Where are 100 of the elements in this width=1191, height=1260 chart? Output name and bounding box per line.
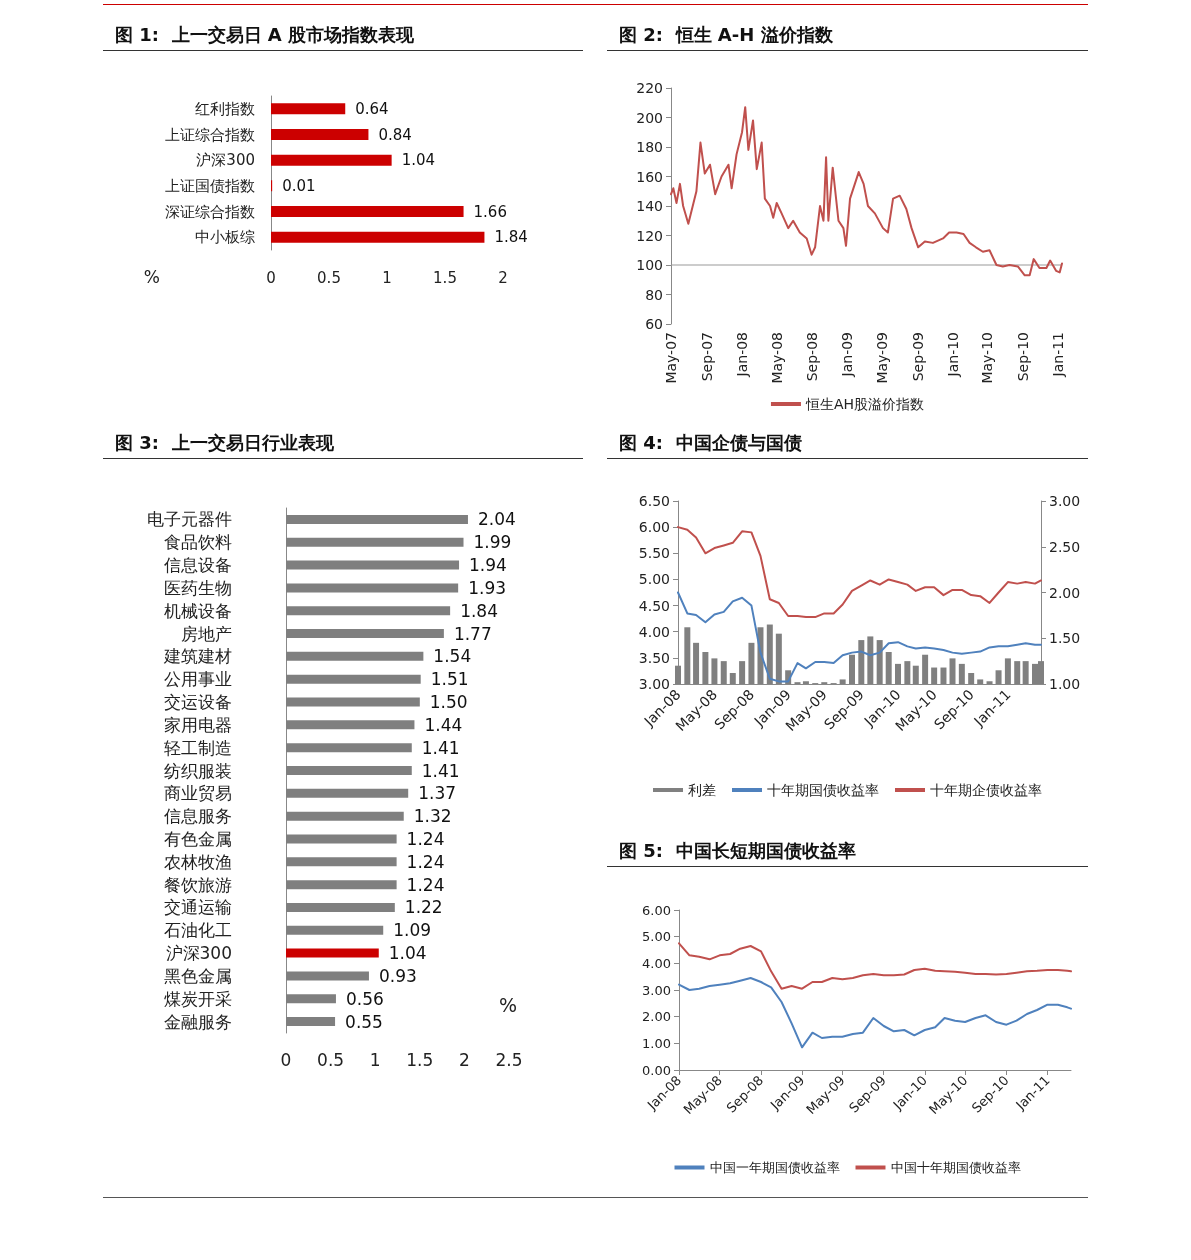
x-tick-label: Sep-10 [1015, 332, 1032, 382]
y2-tick-label: 2.00 [1049, 584, 1081, 601]
line-series [678, 942, 1072, 990]
data-label: 1.37 [418, 783, 457, 804]
y-tick-label: 农林牧渔 [164, 851, 232, 872]
y-tick-label: 房地产 [181, 623, 232, 644]
y-tick-label: 160 [636, 168, 663, 185]
y-tick-label: 医药生物 [164, 577, 232, 598]
y-tick-label: 信息设备 [164, 555, 232, 576]
line-series [670, 106, 1063, 277]
x-tick-label: Jan-08 [733, 332, 750, 378]
y-tick-label: 中小板综 [195, 228, 255, 247]
y-tick-label: 6.00 [638, 519, 670, 536]
legend-label: 中国十年期国债收益率 [890, 1160, 1021, 1175]
data-label: 1.41 [421, 737, 460, 758]
legend-label: 十年期国债收益率 [767, 782, 879, 798]
data-label: 0.64 [355, 99, 389, 118]
y-tick-label: 石油化工 [164, 920, 232, 941]
y-tick-label: 2.00 [642, 1009, 671, 1025]
y-tick-label: 5.00 [638, 571, 670, 588]
y-tick-label: 120 [636, 227, 663, 244]
x-tick-label: May-08 [768, 332, 785, 384]
bar [271, 206, 464, 217]
y-tick-label: 有色金属 [164, 828, 232, 849]
y-tick-label: 1.00 [642, 1035, 671, 1051]
y-tick-label: 电子元器件 [147, 509, 232, 530]
y-tick-label: 4.00 [642, 955, 671, 971]
data-label: 0.84 [378, 125, 412, 144]
y-tick-label: 红利指数 [195, 99, 255, 118]
data-label: 1.24 [406, 874, 445, 895]
y-tick-label: 信息服务 [164, 806, 232, 827]
data-label: 1.84 [494, 228, 528, 247]
y-tick-label: 餐饮旅游 [164, 874, 232, 895]
y-tick-label: 沪深300 [196, 151, 255, 170]
data-label: 0.93 [378, 965, 417, 986]
y-tick-label: 商业贸易 [164, 783, 232, 804]
x-tick-label: 2.5 [495, 1049, 523, 1070]
chart-title: 图 2: 恒生 A-H 溢价指数 [607, 20, 1088, 51]
y2-tick-label: 1.00 [1049, 676, 1081, 692]
data-label: 1.32 [413, 806, 452, 827]
legend-label: 恒生AH股溢价指数 [804, 396, 925, 412]
y-tick-label: 食品饮料 [164, 532, 232, 553]
x-tick-label: 2 [498, 268, 508, 287]
bar [271, 231, 485, 243]
bar [286, 948, 379, 958]
y-tick-label: 100 [636, 257, 663, 273]
y-tick-label: 180 [636, 139, 663, 155]
data-label: 0.55 [345, 1011, 383, 1032]
x-tick-label: Sep-07 [698, 332, 715, 382]
x-tick-label: Jan-10 [944, 332, 961, 378]
y-tick-label: 220 [636, 80, 663, 96]
legend-label: 中国一年期国债收益率 [709, 1160, 840, 1175]
data-label: 1.04 [401, 151, 436, 170]
data-label: 1.41 [421, 760, 460, 781]
data-label: 1.66 [473, 202, 507, 221]
x-tick-label: May-09 [874, 332, 891, 384]
y-tick-label: 建筑建材 [163, 646, 232, 667]
data-label: 1.99 [473, 532, 512, 553]
y-tick-label: 轻工制造 [164, 737, 232, 758]
data-label: 1.24 [406, 828, 445, 849]
data-label: 0.01 [282, 176, 316, 195]
x-tick-label: Jan-09 [839, 332, 856, 378]
data-label: 1.84 [460, 600, 498, 621]
x-tick-label: 2 [458, 1049, 470, 1070]
y-tick-label: 交运设备 [164, 692, 232, 713]
y-tick-label: 4.00 [638, 623, 670, 640]
data-label: 1.54 [433, 646, 472, 667]
y-tick-label: 3.00 [642, 982, 671, 998]
y-tick-label: 5.50 [638, 545, 670, 562]
data-label: 1.04 [388, 943, 427, 964]
y-tick-label: 上证综合指数 [165, 125, 255, 144]
x-axis-title: % [143, 266, 160, 287]
y-tick-label: 沪深300 [165, 943, 232, 964]
y-tick-label: 交通运输 [164, 897, 232, 918]
y-tick-label: 3.00 [638, 676, 670, 692]
y-tick-label: 黑色金属 [164, 965, 232, 986]
chart-title: 图 4: 中国企债与国债 [607, 428, 1088, 459]
y-tick-label: 3.50 [638, 649, 670, 666]
x-tick-label: Sep-09 [909, 332, 926, 382]
legend-label: 利差 [688, 782, 716, 798]
chart-title: 图 3: 上一交易日行业表现 [103, 428, 583, 459]
x-tick-label: 1.5 [433, 268, 457, 287]
data-label: 1.24 [406, 851, 445, 872]
y-tick-label: 80 [645, 286, 663, 303]
data-label: 1.50 [429, 692, 468, 713]
x-tick-label: 0 [266, 268, 276, 287]
bar [271, 129, 369, 140]
data-label: 1.09 [393, 920, 432, 941]
x-tick-label: May-10 [979, 332, 996, 384]
x-tick-label: 1 [382, 268, 392, 287]
legend-label: 十年期企债收益率 [930, 782, 1042, 798]
bar [271, 154, 392, 166]
y-tick-label: 纺织服装 [164, 760, 232, 781]
data-label: 1.51 [430, 669, 469, 690]
y-tick-label: 公用事业 [164, 669, 232, 690]
y-tick-label: 金融服务 [164, 1011, 232, 1032]
line-series [677, 526, 1042, 619]
x-tick-label: 1 [369, 1049, 381, 1070]
y2-tick-label: 1.50 [1049, 630, 1081, 647]
data-label: 2.04 [477, 509, 516, 530]
